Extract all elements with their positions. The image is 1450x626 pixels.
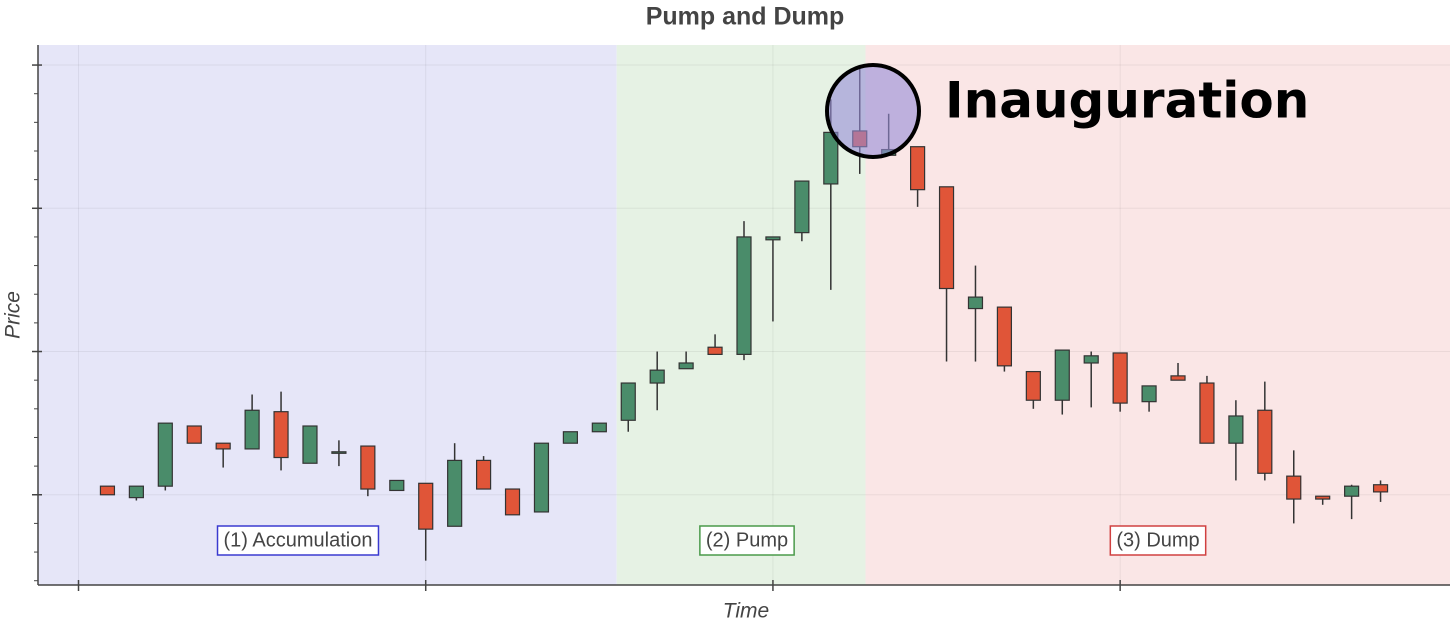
- candle-body: [736, 236, 752, 355]
- candle-body: [678, 362, 694, 370]
- candle-body: [302, 425, 318, 464]
- region-label: (1) Accumulation: [224, 529, 373, 551]
- candle-body: [765, 236, 781, 241]
- y-axis-label: Price: [2, 291, 25, 339]
- candle-body: [1025, 370, 1041, 401]
- candle-body: [1228, 415, 1244, 444]
- chart-title: Pump and Dump: [646, 3, 845, 31]
- region-label-box: [699, 525, 795, 556]
- axes: [32, 45, 1450, 591]
- candle-body: [1170, 375, 1186, 381]
- region-label: (2) Pump: [706, 529, 788, 551]
- candle-body: [504, 488, 521, 516]
- candle-body: [447, 459, 463, 527]
- candle-body: [418, 482, 434, 530]
- candle-body: [1112, 352, 1128, 404]
- candle-body: [533, 442, 550, 513]
- candle-body: [938, 186, 955, 290]
- candle-body: [620, 382, 636, 421]
- candle-body: [186, 425, 202, 444]
- candle-body: [360, 445, 376, 490]
- candle-body: [996, 306, 1013, 367]
- candle-body: [389, 479, 405, 492]
- candle-body: [215, 442, 231, 450]
- candle-body: [562, 431, 578, 444]
- candle-body: [1083, 355, 1099, 364]
- candle-body: [244, 409, 260, 450]
- candle-body: [331, 451, 347, 454]
- candles: [99, 66, 1389, 561]
- candle-body: [707, 346, 723, 355]
- highlight-circle: [825, 63, 921, 159]
- x-axis-label: Time: [723, 600, 769, 623]
- candle-body: [157, 422, 173, 487]
- candle-body: [794, 180, 810, 234]
- candle-body: [1054, 349, 1070, 401]
- candle-body: [99, 485, 116, 496]
- candle-body: [128, 485, 144, 499]
- annotation: Inauguration: [945, 72, 1309, 130]
- candle-body: [1315, 495, 1331, 500]
- candle-body: [591, 422, 607, 433]
- region: [38, 45, 617, 585]
- candle-body: [1286, 475, 1302, 500]
- candle-body: [1141, 385, 1157, 403]
- candle-body: [1344, 485, 1360, 497]
- grid: [38, 45, 1450, 585]
- region-label-box: [216, 525, 380, 556]
- candle-body: [1199, 382, 1215, 444]
- region-label: (3) Dump: [1116, 529, 1199, 551]
- candle-body: [910, 146, 926, 191]
- candle-body: [649, 369, 665, 384]
- candle-body: [475, 459, 492, 490]
- candle-body: [1372, 484, 1389, 493]
- region-label-box: [1109, 525, 1207, 556]
- candle-body: [967, 296, 984, 310]
- candle-body: [1257, 409, 1273, 474]
- candle-body: [273, 411, 289, 459]
